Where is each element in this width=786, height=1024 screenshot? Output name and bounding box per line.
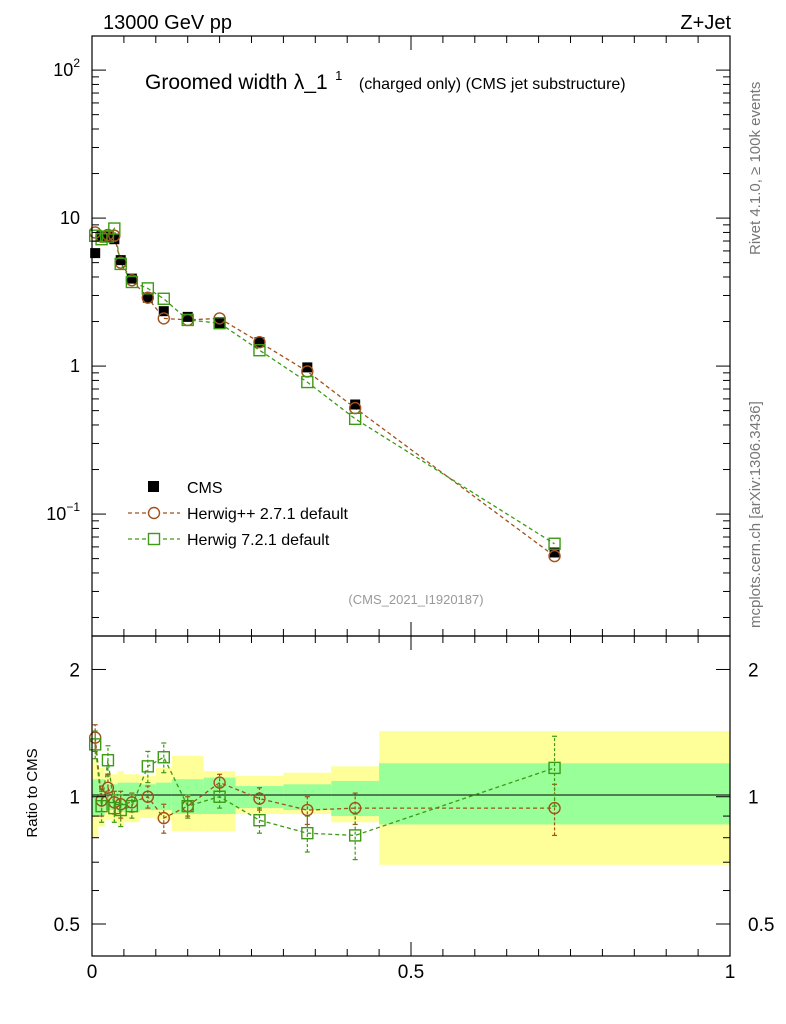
cms-point [182, 311, 193, 322]
plot-title: Groomed width λ_1 1 (charged only) (CMS … [145, 67, 626, 94]
title-superscript: 1 [335, 68, 342, 83]
cms-point [214, 318, 225, 329]
title-symbol: λ_1 [294, 71, 328, 94]
herwig7-point [301, 375, 314, 389]
herwigpp-ratio-point [88, 731, 102, 744]
herwigpp-point [157, 312, 170, 325]
cms-point [549, 547, 560, 558]
process-label: Z+Jet [680, 12, 731, 34]
herwigpp-ratio-point [213, 776, 226, 789]
legend-cms-label: CMS [187, 480, 223, 497]
herwig7-point [348, 412, 362, 426]
cms-point [302, 362, 313, 373]
ratio-y-tick-label-right: 0.5 [748, 915, 774, 936]
ratio-y-tick-label-right: 2 [748, 660, 759, 681]
main-y-tick-label: 10 [60, 208, 80, 228]
cms-point [96, 230, 107, 241]
ratio-x-tick-label: 0 [87, 962, 98, 983]
herwigpp-ratio-point [157, 811, 170, 825]
herwigpp-point [253, 336, 266, 349]
legend-herwig7-marker [147, 532, 161, 546]
cms-point [254, 337, 265, 348]
herwig7-point [181, 313, 194, 327]
main-y-tick-label: 1 [70, 356, 80, 376]
herwig7-ratio-point [141, 760, 155, 773]
cms-point [350, 399, 361, 410]
legend-herwigpp-marker [147, 506, 161, 520]
herwig7-ratio-point [548, 761, 561, 775]
herwigpp-ratio-point [301, 803, 314, 817]
herwig7-ratio-point [301, 826, 314, 840]
herwigpp-ratio-point [348, 801, 362, 815]
herwig7-point [95, 233, 108, 246]
ratio-band-inner [155, 782, 172, 811]
main-y-tick-label-base: 10 [46, 504, 66, 524]
herwig7-point [213, 316, 226, 330]
herwigpp-point [108, 229, 121, 242]
herwig7-ratio-point [157, 751, 170, 764]
ratio-ylabel: Ratio to CMS [24, 748, 41, 837]
ratio-y-tick-label-right: 1 [748, 788, 759, 809]
cms-point [115, 255, 126, 266]
herwigpp-point [548, 549, 561, 563]
herwig7-ratio-point [101, 754, 115, 767]
cms-point [142, 292, 153, 303]
herwig7-ratio-point [95, 799, 108, 813]
herwig7-line [94, 226, 555, 545]
herwigpp-ratio-point [141, 790, 155, 803]
herwig7-point [108, 222, 121, 235]
main-y-tick-label: 102 [53, 56, 80, 80]
cms-point [102, 231, 113, 242]
ratio-panel: 0.5 0.5 1 1 2 2 0 0.5 1 [54, 635, 774, 983]
cms-point [90, 248, 101, 259]
herwig7-point [548, 537, 561, 550]
herwig7-point [101, 230, 115, 243]
herwig7-ratio-line [94, 744, 555, 837]
herwigpp-ratio-point [548, 801, 561, 815]
herwigpp-ratio-point [101, 781, 115, 794]
herwigpp-ratio-point [253, 792, 266, 805]
main-y-tick-label-exp: −1 [66, 500, 80, 514]
cms-point [126, 273, 137, 284]
energy-label: 13000 GeV pp [103, 12, 232, 34]
herwig7-ratio-point [253, 814, 266, 827]
herwig7-ratio-point [88, 738, 102, 751]
legend-herwig7-label: Herwig 7.2.1 default [187, 532, 330, 549]
legend-herwigpp-label: Herwig++ 2.7.1 default [187, 506, 349, 523]
title-main: Groomed width [145, 71, 287, 94]
rivet-label: Rivet 4.1.0, ≥ 100k events [747, 82, 764, 255]
herwigpp-point [141, 291, 155, 304]
ratio-y-tick-label-left: 1 [69, 788, 80, 809]
herwigpp-ratio-line [94, 737, 555, 819]
main-y-tick-label-base: 10 [53, 60, 73, 80]
analysis-id: (CMS_2021_I1920187) [348, 592, 483, 607]
mcplots-label: mcplots.cern.ch [arXiv:1306.3436] [747, 401, 764, 628]
title-suffix: (charged only) (CMS jet substructure) [359, 76, 626, 93]
herwig7-point [141, 282, 155, 295]
herwig7-point [114, 257, 127, 271]
herwig7-point [253, 344, 266, 357]
legend: CMS Herwig++ 2.7.1 default Herwig 7.2.1 … [128, 480, 349, 549]
cms-point [158, 306, 169, 317]
ratio-band-inner [92, 779, 99, 817]
herwig7-point [157, 292, 170, 305]
ratio-y-tick-label-left: 2 [69, 660, 80, 681]
herwig7-ratio-point [213, 790, 226, 803]
herwig7-ratio-point [348, 829, 362, 842]
main-y-tick-label-exp: 2 [73, 56, 80, 70]
ratio-band-inner [98, 779, 105, 817]
herwig7-ratio-point [181, 799, 194, 813]
legend-cms-marker [148, 481, 159, 492]
ratio-y-tick-label-left: 0.5 [54, 915, 80, 936]
herwig7-ratio-point [125, 799, 139, 813]
main-y-tick-label: 10−1 [46, 500, 80, 524]
ratio-x-tick-label: 1 [725, 962, 736, 983]
herwig7-ratio-point [108, 801, 121, 815]
ratio-x-tick-label: 0.5 [398, 962, 424, 983]
herwig7-point [125, 275, 139, 289]
cms-point [109, 234, 120, 245]
